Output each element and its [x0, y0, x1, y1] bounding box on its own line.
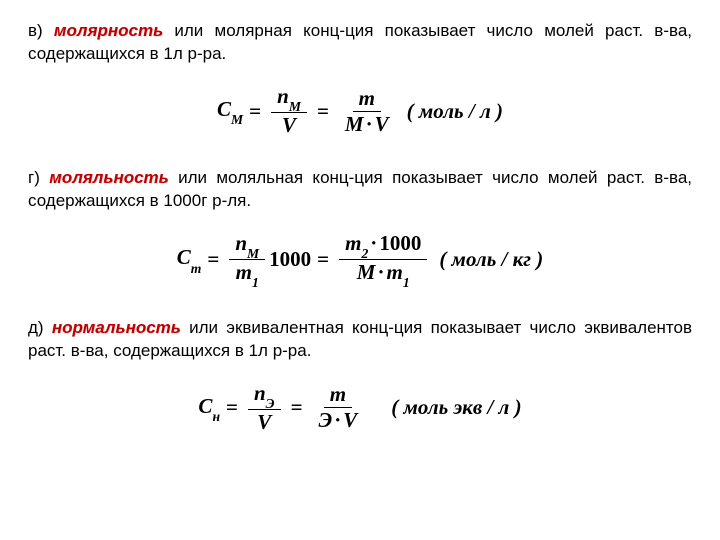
formula-3-wrap: Cн = nЭ V = m Э·V ( моль экв / л ): [28, 381, 692, 436]
eq-icon: =: [226, 395, 238, 420]
f1-lhs: CM: [217, 97, 243, 125]
f1-frac2: m M·V: [339, 86, 395, 137]
term-molarity: молярность: [54, 21, 163, 40]
term-normality: нормальность: [52, 318, 181, 337]
eq-icon: =: [207, 247, 219, 272]
mult1000: 1000: [269, 247, 311, 272]
formula-1: CM = nM V = m M·V ( моль / л ): [217, 84, 503, 139]
f3-unit: ( моль экв / л ): [391, 395, 521, 420]
letter-d: д): [28, 318, 44, 337]
f2-frac2: m2·1000 M·m1: [339, 231, 427, 289]
formula-2: Cm = nM m1 1000 = m2·1000 M·m1 ( моль / …: [177, 231, 544, 289]
eq-icon: =: [291, 395, 303, 420]
f3-lhs: Cн: [198, 394, 220, 422]
para-v: в) молярность или молярная конц-ция пока…: [28, 20, 692, 66]
f1-frac1: nM V: [271, 84, 307, 139]
letter-v: в): [28, 21, 43, 40]
f3-frac1: nЭ V: [248, 381, 281, 436]
formula-2-wrap: Cm = nM m1 1000 = m2·1000 M·m1 ( моль / …: [28, 231, 692, 289]
formula-3: Cн = nЭ V = m Э·V ( моль экв / л ): [198, 381, 521, 436]
eq-icon: =: [317, 247, 329, 272]
letter-g: г): [28, 168, 40, 187]
f2-frac1: nM m1: [229, 231, 265, 289]
f3-frac2: m Э·V: [313, 382, 364, 433]
eq-icon: =: [249, 99, 261, 124]
eq-icon: =: [317, 99, 329, 124]
para-g: г) моляльность или моляльная конц-ция по…: [28, 167, 692, 213]
para-d: д) нормальность или эквивалентная конц-ц…: [28, 317, 692, 363]
f2-unit: ( моль / кг ): [439, 247, 543, 272]
f1-unit: ( моль / л ): [407, 99, 503, 124]
f2-lhs: Cm: [177, 245, 202, 273]
formula-1-wrap: CM = nM V = m M·V ( моль / л ): [28, 84, 692, 139]
term-molality: моляльность: [49, 168, 169, 187]
